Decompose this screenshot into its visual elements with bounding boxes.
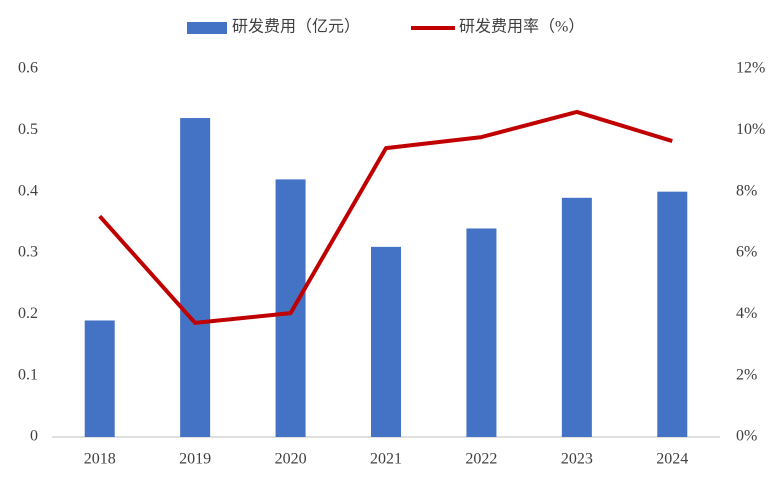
y-tick-label: 0.2 bbox=[18, 305, 38, 322]
x-tick-label: 2019 bbox=[179, 451, 211, 468]
y2-tick-label: 0% bbox=[736, 428, 757, 445]
y-tick-label: 0.6 bbox=[18, 60, 38, 77]
x-tick-label: 2024 bbox=[656, 451, 688, 468]
y2-tick-label: 2% bbox=[736, 366, 757, 383]
x-tick-label: 2018 bbox=[84, 451, 116, 468]
x-tick-label: 2023 bbox=[561, 451, 593, 468]
line bbox=[98, 109, 673, 325]
legend-swatch bbox=[187, 22, 227, 34]
x-tick-label: 2022 bbox=[465, 451, 497, 468]
y-tick-label: 0.4 bbox=[18, 182, 38, 199]
bar bbox=[275, 179, 306, 437]
y-tick-label: 0.5 bbox=[18, 121, 38, 138]
y2-tick-label: 6% bbox=[736, 244, 757, 261]
x-tick-label: 2020 bbox=[275, 451, 307, 468]
legend-label: 研发费用（亿元） bbox=[232, 18, 360, 36]
bar bbox=[84, 320, 115, 437]
bar bbox=[371, 246, 401, 437]
bar bbox=[466, 228, 497, 437]
bar bbox=[561, 197, 592, 437]
bar bbox=[180, 118, 211, 438]
y2-tick-label: 12% bbox=[736, 60, 765, 77]
x-tick-label: 2021 bbox=[370, 451, 402, 468]
y-tick-label: 0.1 bbox=[18, 366, 38, 383]
y-tick-label: 0 bbox=[30, 428, 38, 445]
bar bbox=[657, 191, 688, 437]
y2-tick-label: 10% bbox=[736, 121, 765, 138]
y2-tick-label: 8% bbox=[736, 182, 757, 199]
y2-tick-label: 4% bbox=[736, 305, 757, 322]
y-tick-label: 0.3 bbox=[18, 244, 38, 261]
legend-label: 研发费用率（%） bbox=[459, 18, 584, 36]
